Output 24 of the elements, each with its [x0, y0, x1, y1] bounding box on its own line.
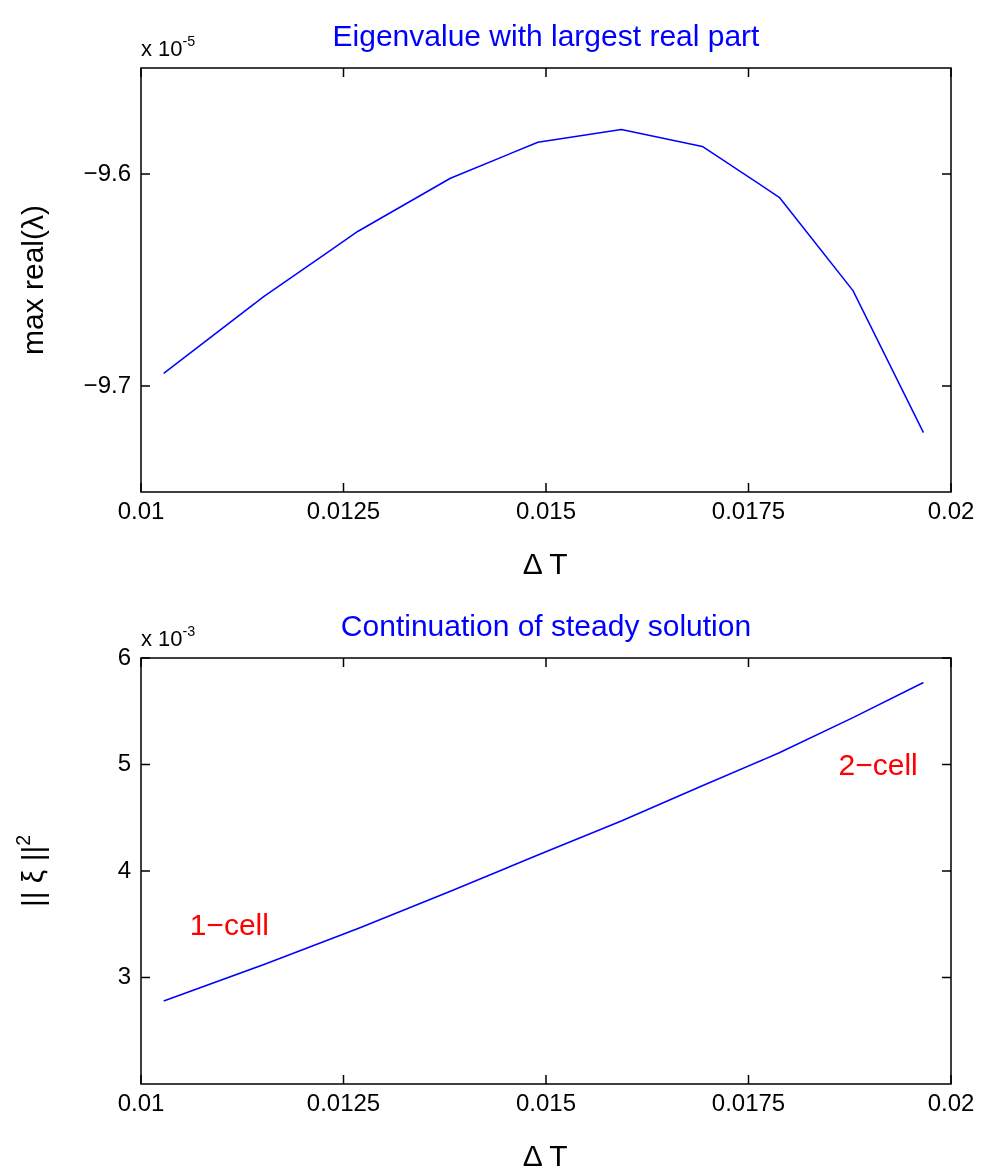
- annotation: 2−cell: [838, 748, 918, 782]
- x-axis-title: Δ T: [522, 1139, 568, 1172]
- y-tick-label: 3: [117, 962, 131, 990]
- x-tick-label: 0.0175: [711, 1089, 786, 1117]
- chart-title: Eigenvalue with largest real part: [332, 19, 761, 52]
- x-tick-label: 0.015: [515, 497, 577, 525]
- chart-title: Continuation of steady solution: [340, 609, 752, 642]
- y-axis-title: || ξ ||2: [11, 834, 49, 908]
- y-tick-label: 6: [117, 642, 131, 670]
- y-tick-label: −9.6: [83, 158, 131, 186]
- y-tick-label: 5: [117, 749, 131, 777]
- y-tick-label: 4: [117, 855, 131, 883]
- x-tick-label: 0.0125: [306, 497, 381, 525]
- y-tick-label: −9.7: [83, 370, 131, 398]
- y-axis-title: max real(λ): [16, 204, 49, 356]
- x-tick-label: 0.0125: [306, 1089, 381, 1117]
- x-tick-label: 0.01: [117, 497, 165, 525]
- x-tick-label: 0.0175: [711, 497, 786, 525]
- annotation: 1−cell: [189, 907, 269, 941]
- x-tick-label: 0.02: [927, 497, 975, 525]
- x-tick-label: 0.02: [927, 1089, 975, 1117]
- x-tick-label: 0.015: [515, 1089, 577, 1117]
- x-axis-title: Δ T: [522, 547, 568, 580]
- x-tick-label: 0.01: [117, 1089, 165, 1117]
